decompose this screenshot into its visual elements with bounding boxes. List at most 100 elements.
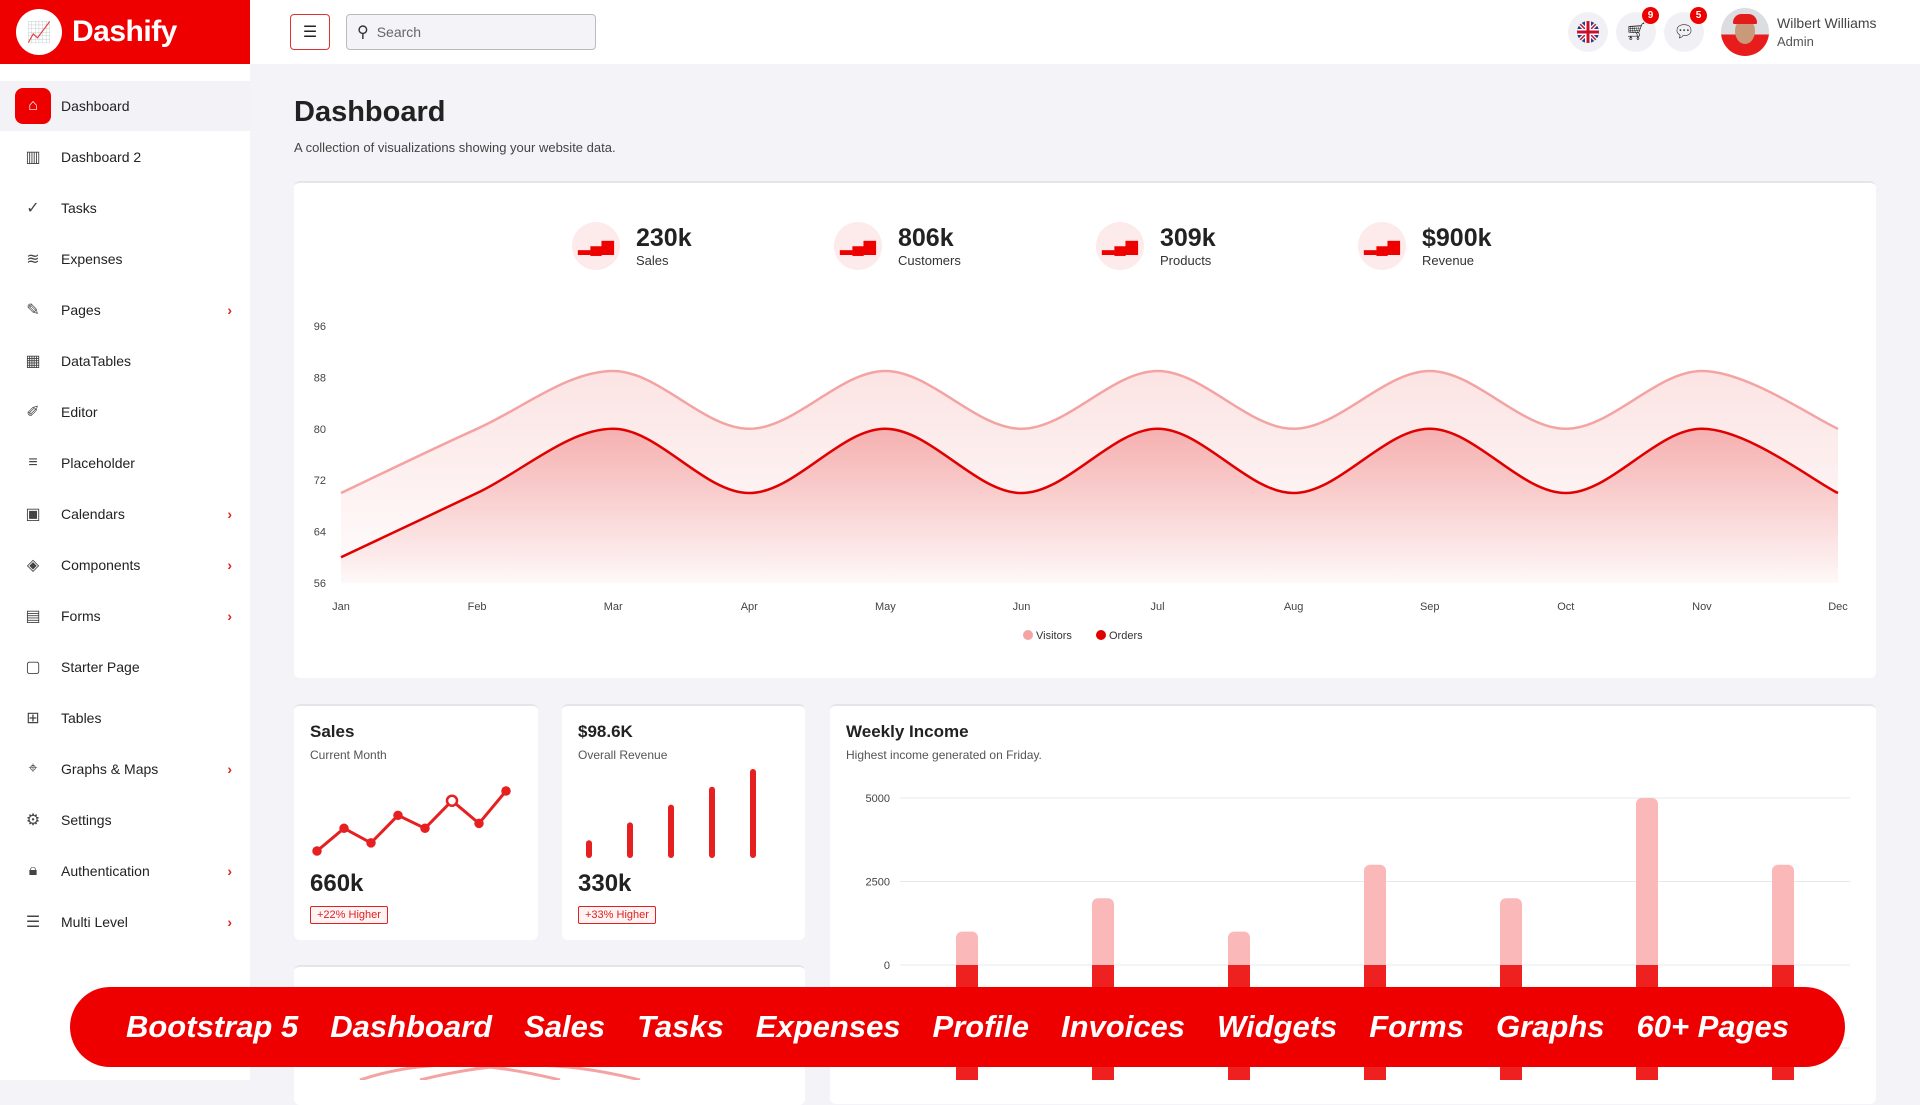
logo-chart-icon: 📈	[16, 9, 62, 55]
sidebar-item-components[interactable]: ◈ Components ›	[0, 540, 250, 590]
sales-point	[339, 823, 349, 834]
sidebar-item-editor[interactable]: ✐ Editor	[0, 387, 250, 437]
revenue-title: $98.6K	[578, 722, 633, 741]
sidebar-item-label: Tables	[61, 710, 102, 726]
sidebar-item-forms[interactable]: ▤ Forms ›	[0, 591, 250, 641]
language-button[interactable]	[1568, 12, 1608, 52]
sidebar-item-datatables[interactable]: ▦ DataTables	[0, 336, 250, 386]
banner-item: Profile	[932, 1009, 1029, 1044]
series-line-visitors	[340, 369, 1839, 495]
cart-badge: 9	[1642, 7, 1659, 24]
chat-icon: 💬︎	[1673, 22, 1695, 41]
sidebar-item-label: Forms	[61, 608, 101, 624]
cart-icon: 🛒︎	[1625, 22, 1647, 41]
x-tick-label: Dec	[1828, 601, 1848, 613]
bar-chart-icon: ▥	[25, 149, 41, 166]
feather-icon: ✎	[26, 302, 40, 319]
y-tick-label: 64	[314, 527, 326, 539]
pencil-icon: ✐	[26, 404, 40, 421]
sidebar-item-label: DataTables	[61, 353, 132, 369]
sidebar-item-dashboard[interactable]: ⌂ Dashboard	[0, 81, 250, 131]
sidebar-item-authentication[interactable]: 🔒︎ Authentication ›	[0, 846, 250, 896]
revenue-bar	[750, 769, 756, 858]
revenue-bar	[627, 822, 633, 858]
revenue-bar	[709, 786, 715, 858]
sidebar-item-settings[interactable]: ⚙ Settings	[0, 795, 250, 845]
sidebar-item-label: Expenses	[61, 251, 123, 267]
series-area-orders	[341, 428, 1838, 583]
page-subtitle: A collection of visualizations showing y…	[294, 140, 616, 155]
chevron-right-icon: ›	[227, 914, 232, 930]
sidebar-item-tasks[interactable]: ✓ Tasks	[0, 183, 250, 233]
lines-icon: ≡	[28, 454, 38, 471]
weekly-income-subtitle: Highest income generated on Friday.	[846, 748, 1042, 762]
menu-toggle-button[interactable]: ☰	[290, 14, 330, 50]
task-check-icon: ✓	[26, 200, 40, 217]
uk-flag-icon	[1577, 21, 1599, 43]
x-tick-label: Mar	[604, 601, 623, 613]
y-tick-label: 72	[314, 475, 326, 487]
sidebar-item-label: Pages	[61, 302, 101, 318]
sidebar-item-label: Graphs & Maps	[61, 761, 159, 777]
x-tick-label: Nov	[1692, 601, 1712, 613]
stat-label: Products	[1160, 253, 1212, 268]
series-line-orders	[340, 427, 1839, 559]
sidebar-item-pages[interactable]: ✎ Pages ›	[0, 285, 250, 335]
x-tick-label: Apr	[741, 601, 758, 613]
sales-line	[316, 790, 508, 853]
form-icon: ▤	[25, 608, 41, 625]
x-tick-label: Jul	[1151, 601, 1165, 613]
sales-subtitle: Current Month	[310, 748, 387, 762]
x-tick-label: May	[875, 601, 896, 613]
sales-point	[445, 794, 459, 807]
chevron-right-icon: ›	[227, 506, 232, 522]
income-bar	[956, 931, 978, 971]
sidebar-item-tables[interactable]: ⊞ Tables	[0, 693, 250, 743]
sidebar-item-starter-page[interactable]: ▢ Starter Page	[0, 642, 250, 692]
cart-button[interactable]: 🛒︎ 9	[1616, 7, 1659, 52]
home-icon: ⌂	[15, 88, 51, 124]
sidebar-item-label: Placeholder	[61, 455, 135, 471]
banner-item: Dashboard	[330, 1009, 493, 1044]
revenue-change-badge: +33% Higher	[578, 906, 656, 924]
banner-item: Graphs	[1495, 1009, 1605, 1044]
sidebar-item-placeholder[interactable]: ≡ Placeholder	[0, 438, 250, 488]
banner-item: Invoices	[1060, 1009, 1186, 1044]
avatar[interactable]	[1721, 8, 1769, 56]
banner-item: Tasks	[637, 1009, 724, 1044]
banner-item: Sales	[524, 1009, 606, 1044]
revenue-total: 330k	[578, 870, 632, 897]
y-tick-label: 96	[314, 321, 326, 333]
gear-icon: ⚙	[25, 812, 41, 829]
search-input[interactable]: ⚲ Search	[346, 14, 596, 50]
bar-chart-icon: ▂▄▆	[1358, 222, 1406, 270]
brand-logo[interactable]: 📈 Dashify	[0, 0, 250, 64]
sidebar-item-graphs-maps[interactable]: ⌖ Graphs & Maps ›	[0, 744, 250, 794]
stat-value: $900k	[1422, 224, 1492, 252]
chevron-right-icon: ›	[227, 557, 232, 573]
y-tick-label: 0	[884, 960, 890, 972]
chevron-right-icon: ›	[227, 863, 232, 879]
stat-sales: ▂▄▆ 230k Sales	[572, 222, 692, 270]
sales-card: Sales Current Month 660k +22% Higher	[294, 704, 538, 940]
sidebar-item-multi-level[interactable]: ☰ Multi Level ›	[0, 897, 250, 947]
legend-marker	[1096, 630, 1106, 640]
messages-button[interactable]: 💬︎ 5	[1664, 7, 1707, 52]
stat-value: 309k	[1160, 224, 1216, 252]
sidebar-item-calendars[interactable]: ▣ Calendars ›	[0, 489, 250, 539]
sidebar-item-expenses[interactable]: ≋ Expenses	[0, 234, 250, 284]
search-icon: ⚲	[357, 24, 369, 41]
chevron-right-icon: ›	[227, 302, 232, 318]
sales-title: Sales	[310, 722, 355, 741]
stat-label: Sales	[636, 253, 669, 268]
sales-point	[393, 810, 403, 821]
stat-revenue: ▂▄▆ $900k Revenue	[1358, 222, 1492, 270]
y-tick-label: 2500	[866, 877, 890, 889]
sidebar-item-dashboard-2[interactable]: ▥ Dashboard 2	[0, 132, 250, 182]
stat-value: 806k	[898, 224, 954, 252]
sidebar: ⌂ Dashboard ▥ Dashboard 2 ✓ Tasks ≋ Expenses ✎ Pa…	[0, 64, 250, 1080]
income-bar	[1772, 864, 1794, 971]
menu-icon: ☰	[25, 914, 41, 931]
sales-point	[474, 818, 484, 829]
user-name[interactable]: Wilbert Williams	[1777, 15, 1877, 31]
